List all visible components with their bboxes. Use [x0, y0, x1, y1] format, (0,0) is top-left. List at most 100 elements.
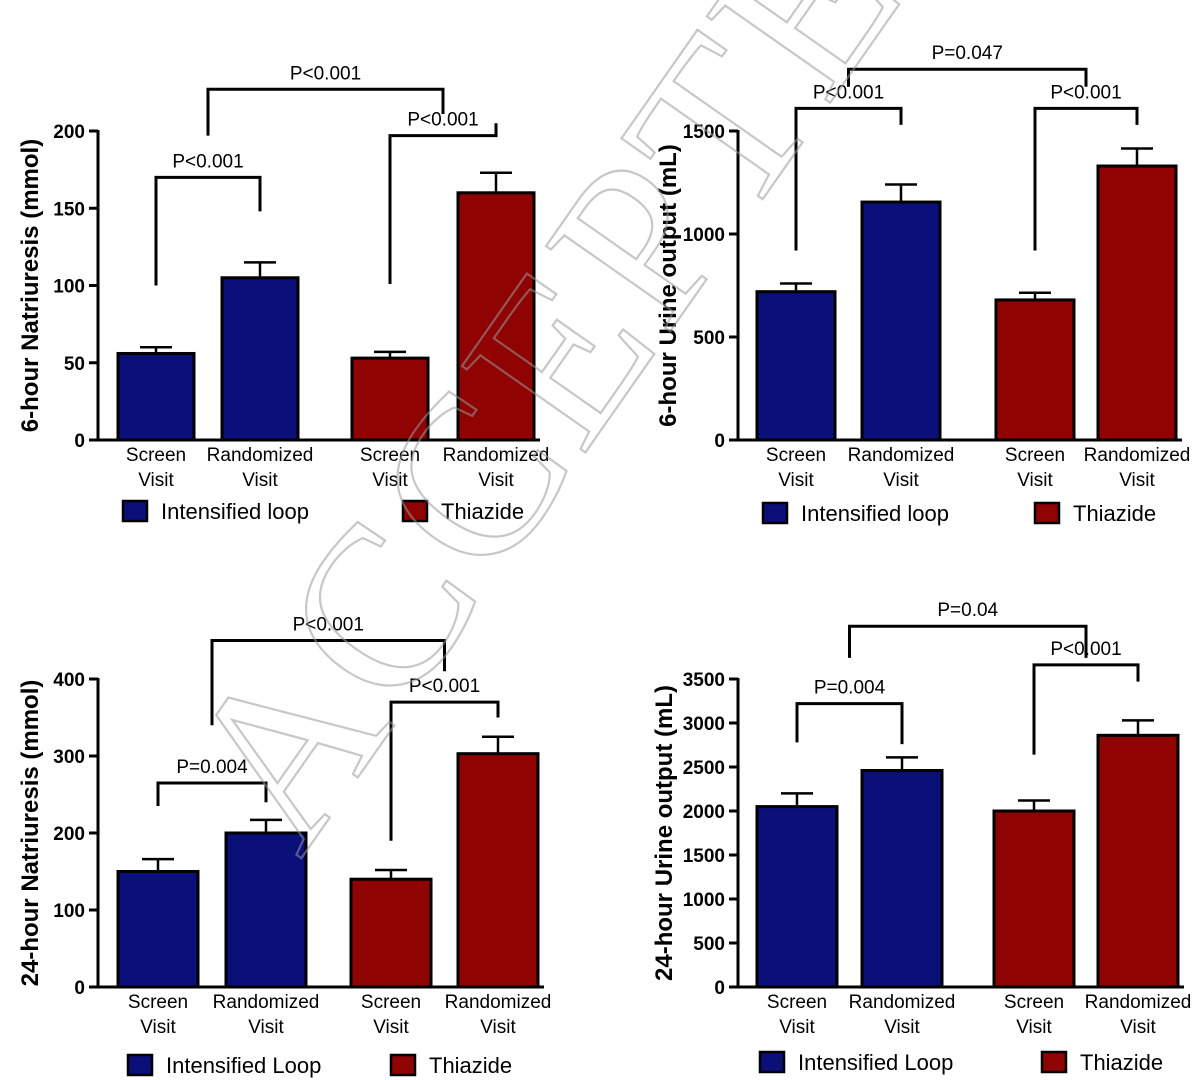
bar [220, 276, 300, 442]
bar [860, 769, 944, 989]
x-tick-label: Visit [779, 1017, 815, 1038]
bar [994, 298, 1076, 442]
y-tick-label: 0 [74, 978, 85, 999]
p-value-label: P<0.001 [1050, 82, 1121, 103]
y-tick-label: 0 [74, 431, 85, 452]
significance-bracket [210, 639, 446, 726]
y-tick-label: 200 [53, 122, 85, 143]
legend-label: Intensified loop [801, 501, 949, 526]
x-tick-label: Screen [767, 992, 827, 1013]
bar [456, 752, 540, 989]
p-value-label: P<0.001 [409, 676, 480, 697]
chart-6h-natriuresis: 0 50 100 150 200 6-hour Natriuresis (mmol) Scr… [17, 63, 549, 524]
significance-bracket [795, 702, 904, 745]
p-value-label: P=0.047 [932, 43, 1003, 64]
x-tick-label: Visit [1017, 470, 1053, 491]
x-tick-label: Randomized [848, 445, 955, 466]
y-tick-label: 500 [693, 328, 725, 349]
legend-swatch [121, 499, 149, 523]
legend-label: Intensified Loop [798, 1050, 953, 1075]
y-tick-label: 200 [53, 824, 85, 845]
legend-swatch [758, 1050, 786, 1074]
legend-swatch [401, 499, 429, 523]
significance-bracket [847, 67, 1088, 87]
y-axis-label: 24-hour Urine output (mL) [651, 685, 678, 981]
x-tick-label: Screen [361, 992, 421, 1013]
x-tick-label: Randomized [445, 992, 552, 1013]
y-tick-label: 1000 [683, 890, 725, 911]
x-tick-label: Visit [248, 1017, 284, 1038]
y-tick-label: 100 [53, 901, 85, 922]
y-tick-label: 0 [714, 431, 725, 452]
y-tick-label: 400 [53, 670, 85, 691]
x-tick-label: Visit [140, 1017, 176, 1038]
bar [1096, 164, 1178, 442]
x-tick-label: Randomized [849, 992, 956, 1013]
significance-bracket [1033, 106, 1139, 251]
y-tick-label: 1500 [683, 846, 725, 867]
x-tick-label: Randomized [1085, 992, 1192, 1013]
x-tick-label: Visit [1016, 1017, 1052, 1038]
chart-24h-natriuresis: 0 100 200 300 400 24-hour Natriuresis (mmol) S… [17, 615, 551, 1079]
x-tick-label: Randomized [1084, 445, 1191, 466]
x-tick-label: Screen [1004, 992, 1064, 1013]
legend-label: Intensified loop [161, 499, 309, 524]
y-axis-label: 6-hour Natriuresis (mmol) [17, 139, 44, 432]
x-tick-label: Visit [1119, 470, 1155, 491]
y-tick-label: 500 [693, 934, 725, 955]
significance-bracket [1032, 663, 1140, 755]
x-tick-label: Screen [766, 445, 826, 466]
legend-swatch [126, 1053, 154, 1077]
bar [1096, 733, 1180, 989]
p-value-label: P=0.04 [937, 600, 998, 621]
x-tick-label: Visit [480, 1017, 516, 1038]
y-tick-label: 300 [53, 747, 85, 768]
legend-swatch [761, 501, 789, 525]
y-axis-label: 6-hour Urine output (mL) [655, 144, 682, 427]
y-tick-label: 0 [714, 978, 725, 999]
y-tick-label: 2000 [683, 802, 725, 823]
y-tick-label: 150 [53, 199, 85, 220]
x-tick-label: Screen [1005, 445, 1065, 466]
x-tick-label: Visit [884, 1017, 920, 1038]
significance-bracket [388, 123, 498, 284]
x-tick-label: Visit [778, 470, 814, 491]
y-tick-label: 3000 [683, 714, 725, 735]
y-tick-label: 3500 [683, 670, 725, 691]
x-tick-label: Visit [138, 470, 174, 491]
bar [755, 805, 839, 989]
significance-bracket [206, 87, 445, 136]
y-tick-label: 2500 [683, 758, 725, 779]
p-value-label: P<0.001 [813, 82, 884, 103]
legend-label: Thiazide [429, 1053, 512, 1078]
y-tick-label: 1500 [683, 122, 725, 143]
p-value-label: P<0.001 [293, 615, 364, 636]
p-value-label: P<0.001 [172, 151, 243, 172]
x-tick-label: Visit [478, 470, 514, 491]
significance-bracket [848, 624, 1088, 658]
x-tick-label: Visit [242, 470, 278, 491]
x-tick-label: Visit [1120, 1017, 1156, 1038]
x-tick-label: Visit [372, 470, 408, 491]
legend-label: Thiazide [1073, 501, 1156, 526]
y-tick-label: 100 [53, 277, 85, 298]
x-tick-label: Screen [360, 445, 420, 466]
p-value-label: P=0.004 [176, 757, 248, 778]
x-tick-label: Visit [883, 470, 919, 491]
x-tick-label: Screen [126, 445, 186, 466]
bar [116, 351, 196, 442]
x-tick-label: Visit [373, 1017, 409, 1038]
bar [860, 200, 942, 442]
legend-swatch [389, 1053, 417, 1077]
legend-label: Thiazide [441, 499, 524, 524]
significance-bracket [154, 175, 262, 286]
significance-bracket [794, 106, 903, 251]
bar [755, 290, 837, 442]
legend-label: Intensified Loop [166, 1053, 321, 1078]
significance-bracket [389, 700, 500, 841]
y-tick-label: 1000 [683, 225, 725, 246]
legend-swatch [1040, 1050, 1068, 1074]
